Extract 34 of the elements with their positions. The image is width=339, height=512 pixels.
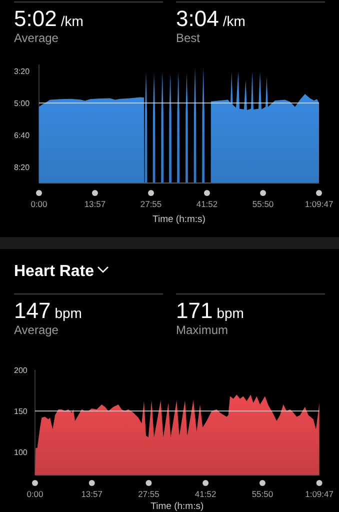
x-axis-title: Time (h:m:s) [150, 501, 204, 512]
x-tick-label: 0:00 [26, 489, 44, 499]
x-tick-label: 0:00 [30, 199, 48, 209]
text: /km [222, 13, 246, 29]
text: bpm [54, 305, 82, 321]
text: 171 [176, 298, 213, 323]
x-tick-label: 27:55 [140, 199, 162, 209]
text: Average [14, 323, 59, 337]
y-tick-label: 100 [14, 448, 28, 458]
x-tick-label: 1:09:47 [304, 199, 334, 209]
text: 5:02 [14, 6, 57, 31]
text: bpm [216, 305, 244, 321]
text: /km [60, 13, 84, 29]
x-tick-label: 55:50 [252, 489, 274, 499]
x-tick-label: 41:52 [194, 489, 216, 499]
x-tick-label: 1:09:47 [305, 489, 334, 499]
text: 3:04 [176, 6, 219, 31]
x-tick-label: 13:57 [84, 199, 106, 209]
chart-title: Heart Rate [14, 263, 94, 280]
y-tick-label: 3:20 [14, 67, 30, 76]
text: Average [14, 31, 59, 45]
text: 147 [14, 298, 51, 323]
x-tick-label: 27:55 [138, 489, 160, 499]
y-tick-label: 200 [14, 366, 28, 375]
y-tick-label: 6:40 [14, 131, 30, 140]
x-tick-label: 41:52 [196, 199, 218, 209]
x-tick-label: 13:57 [81, 489, 103, 499]
x-axis-title: Time (h:m:s) [152, 214, 206, 225]
x-tick-label: 55:50 [252, 199, 274, 209]
text: Best [176, 31, 201, 45]
y-tick-label: 150 [14, 407, 28, 416]
text: Maximum [176, 323, 228, 337]
y-tick-label: 5:00 [14, 99, 30, 108]
y-tick-label: 8:20 [14, 163, 30, 172]
